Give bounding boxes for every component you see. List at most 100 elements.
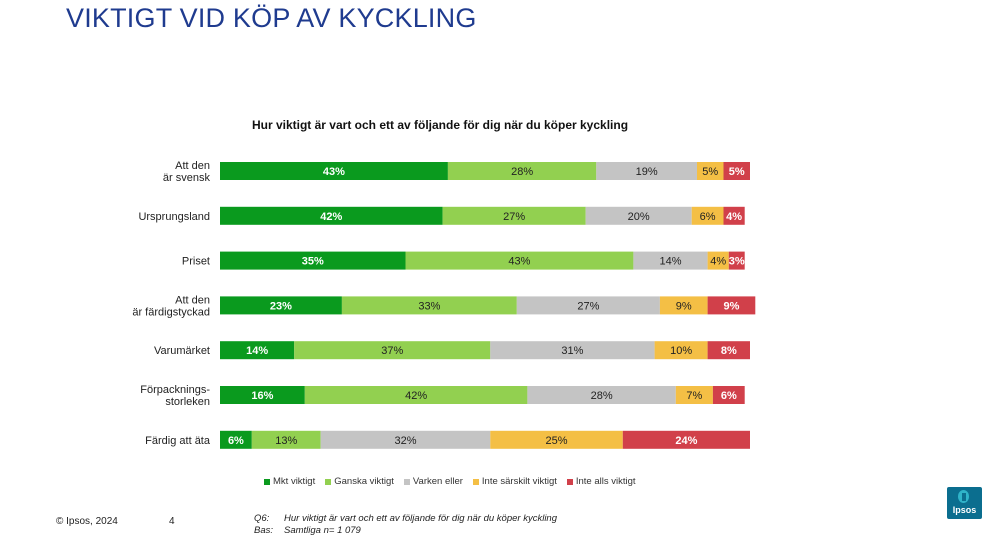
data-label: 25%	[546, 435, 568, 447]
copyright: © Ipsos, 2024	[56, 516, 118, 527]
bar-segment-inte-alls-viktigt	[728, 251, 745, 270]
page-title: VIKTIGT VID KÖP AV KYCKLING	[66, 3, 477, 33]
data-label: 7%	[686, 390, 702, 402]
category-label-att-den-är-färdigstyckad: Att den är färdigstyckad	[132, 294, 210, 318]
data-label: 24%	[675, 435, 697, 447]
bar-segment-mkt-viktigt	[220, 296, 342, 315]
data-label: 19%	[636, 166, 658, 178]
data-label: 13%	[275, 435, 297, 447]
data-label: 5%	[729, 166, 745, 178]
legend-item-varken-eller: Varken eller	[403, 476, 463, 487]
category-label-varumärket: Varumärket	[154, 345, 210, 357]
bar-segment-varken-eller	[516, 296, 660, 315]
data-label: 43%	[508, 256, 530, 268]
page-number: 4	[169, 516, 175, 527]
data-label: 20%	[628, 211, 650, 223]
footnote-base-text: Samtliga n= 1 079	[284, 525, 361, 536]
bar-segment-inte-särskilt-viktigt	[659, 296, 708, 315]
legend-label: Inte alls viktigt	[575, 476, 636, 487]
bar-segment-inte-särskilt-viktigt	[691, 206, 724, 225]
bar-segment-varken-eller	[596, 162, 697, 180]
data-label: 14%	[659, 256, 681, 268]
data-label: 9%	[676, 300, 692, 312]
data-label: 8%	[721, 345, 737, 357]
bar-segment-inte-alls-viktigt	[723, 162, 750, 180]
bar-segment-ganska-viktigt	[251, 430, 321, 449]
data-label: 42%	[320, 211, 342, 223]
logo-text: Ipsos	[952, 505, 977, 515]
bar-segment-inte-särskilt-viktigt	[654, 341, 708, 360]
data-label: 35%	[302, 256, 324, 268]
data-label: 27%	[577, 300, 599, 312]
bar-segment-mkt-viktigt	[220, 206, 443, 225]
category-label-förpacknings-storleken: Förpacknings-storleken	[140, 384, 210, 408]
chart-legend: Mkt viktigt Ganska viktigt Varken eller Int…	[264, 476, 646, 487]
data-label: 3%	[729, 256, 745, 268]
bar-segment-mkt-viktigt	[220, 430, 252, 449]
legend-swatch	[264, 478, 270, 485]
bar-segment-varken-eller	[320, 430, 491, 449]
data-label: 27%	[503, 211, 525, 223]
data-label: 6%	[721, 390, 737, 402]
bar-segment-ganska-viktigt	[447, 162, 597, 180]
category-label-ursprungsland: Ursprungsland	[138, 211, 210, 223]
data-label: 10%	[670, 345, 692, 357]
bar-segment-varken-eller	[585, 206, 692, 225]
category-label-priset: Priset	[182, 256, 210, 268]
data-label: 16%	[251, 390, 273, 402]
legend-swatch	[325, 478, 332, 485]
data-label: 9%	[723, 300, 739, 312]
legend-swatch	[566, 478, 573, 485]
bar-segment-mkt-viktigt	[220, 162, 448, 180]
legend-label: Varken eller	[412, 476, 463, 487]
bar-segment-inte-särskilt-viktigt	[697, 162, 724, 180]
bar-segment-mkt-viktigt	[220, 251, 406, 270]
bar-segment-inte-alls-viktigt	[622, 430, 750, 449]
legend-item-inte-alls-viktigt: Inte alls viktigt	[566, 476, 636, 487]
legend-label: Ganska viktigt	[334, 476, 394, 487]
data-label: 28%	[591, 390, 613, 402]
bar-segment-varken-eller	[490, 341, 655, 360]
legend-label: Inte särskilt viktigt	[481, 476, 557, 487]
data-label: 33%	[418, 300, 440, 312]
category-label-att-den-är-svensk: Att den är svensk	[163, 160, 211, 184]
bar-segment-inte-alls-viktigt	[707, 296, 756, 315]
bar-segment-inte-särskilt-viktigt	[675, 386, 713, 404]
data-label: 43%	[323, 166, 345, 178]
legend-item-inte-särskilt-viktigt: Inte särskilt viktigt	[472, 476, 557, 487]
bar-segment-mkt-viktigt	[220, 341, 295, 360]
legend-swatch	[403, 478, 410, 485]
bar-segment-mkt-viktigt	[220, 386, 305, 404]
ipsos-logo: Ipsos	[947, 487, 982, 519]
bar-segment-ganska-viktigt	[294, 341, 491, 360]
legend-label: Mkt viktigt	[273, 476, 316, 487]
data-label: 4%	[726, 211, 742, 223]
chart-title: Hur viktigt är vart och ett av följande …	[251, 118, 629, 132]
footnote-question-text: Hur viktigt är vart och ett av följande …	[284, 513, 557, 524]
bar-segment-inte-alls-viktigt	[707, 341, 750, 360]
legend-swatch	[472, 478, 479, 485]
data-label: 5%	[702, 166, 718, 178]
data-label: 32%	[394, 435, 416, 447]
data-label: 23%	[270, 300, 292, 312]
data-label: 31%	[561, 345, 583, 357]
category-label-färdig-att-äta: Färdig att äta	[145, 435, 211, 447]
bar-segment-ganska-viktigt	[304, 386, 528, 404]
footnote-question-label: Q6:	[254, 513, 270, 524]
bar-segment-inte-alls-viktigt	[712, 386, 745, 404]
bar-segment-varken-eller	[633, 251, 708, 270]
bar-segment-inte-särskilt-viktigt	[707, 251, 729, 270]
bar-segment-ganska-viktigt	[442, 206, 586, 225]
data-label: 6%	[700, 211, 716, 223]
data-label: 6%	[228, 435, 244, 447]
footnote: Q6: Hur viktigt är vart och ett av följa…	[254, 513, 557, 537]
bar-segment-ganska-viktigt	[405, 251, 634, 270]
bar-segment-inte-särskilt-viktigt	[490, 430, 623, 449]
data-label: 4%	[710, 256, 726, 268]
bar-segment-varken-eller	[527, 386, 676, 404]
data-label: 28%	[511, 166, 533, 178]
bar-segment-ganska-viktigt	[341, 296, 517, 315]
data-label: 37%	[381, 345, 403, 357]
legend-item-mkt-viktigt: Mkt viktigt	[264, 476, 315, 487]
